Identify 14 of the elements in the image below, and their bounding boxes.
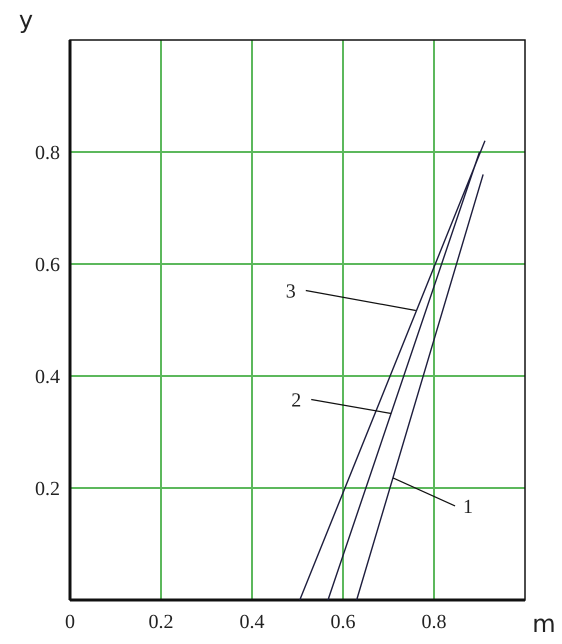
x-tick-label: 0.4 [240, 611, 264, 633]
x-tick-label: 0 [65, 611, 75, 633]
y-tick-label: 0.4 [35, 366, 60, 388]
y-tick-label: 0.2 [35, 478, 60, 500]
annotation: 3 [286, 280, 296, 302]
annotation: 1 [463, 496, 474, 518]
y-tick-label: 0.8 [35, 142, 60, 164]
annotation: 2 [291, 390, 302, 412]
x-tick-label: 0.2 [148, 611, 174, 633]
y-tick-label: 0.6 [35, 254, 60, 276]
y-axis-title: y [18, 6, 34, 34]
x-axis-title: m [532, 610, 556, 638]
x-tick-label: 0.6 [330, 611, 356, 633]
x-tick-label: 0.8 [422, 611, 446, 633]
